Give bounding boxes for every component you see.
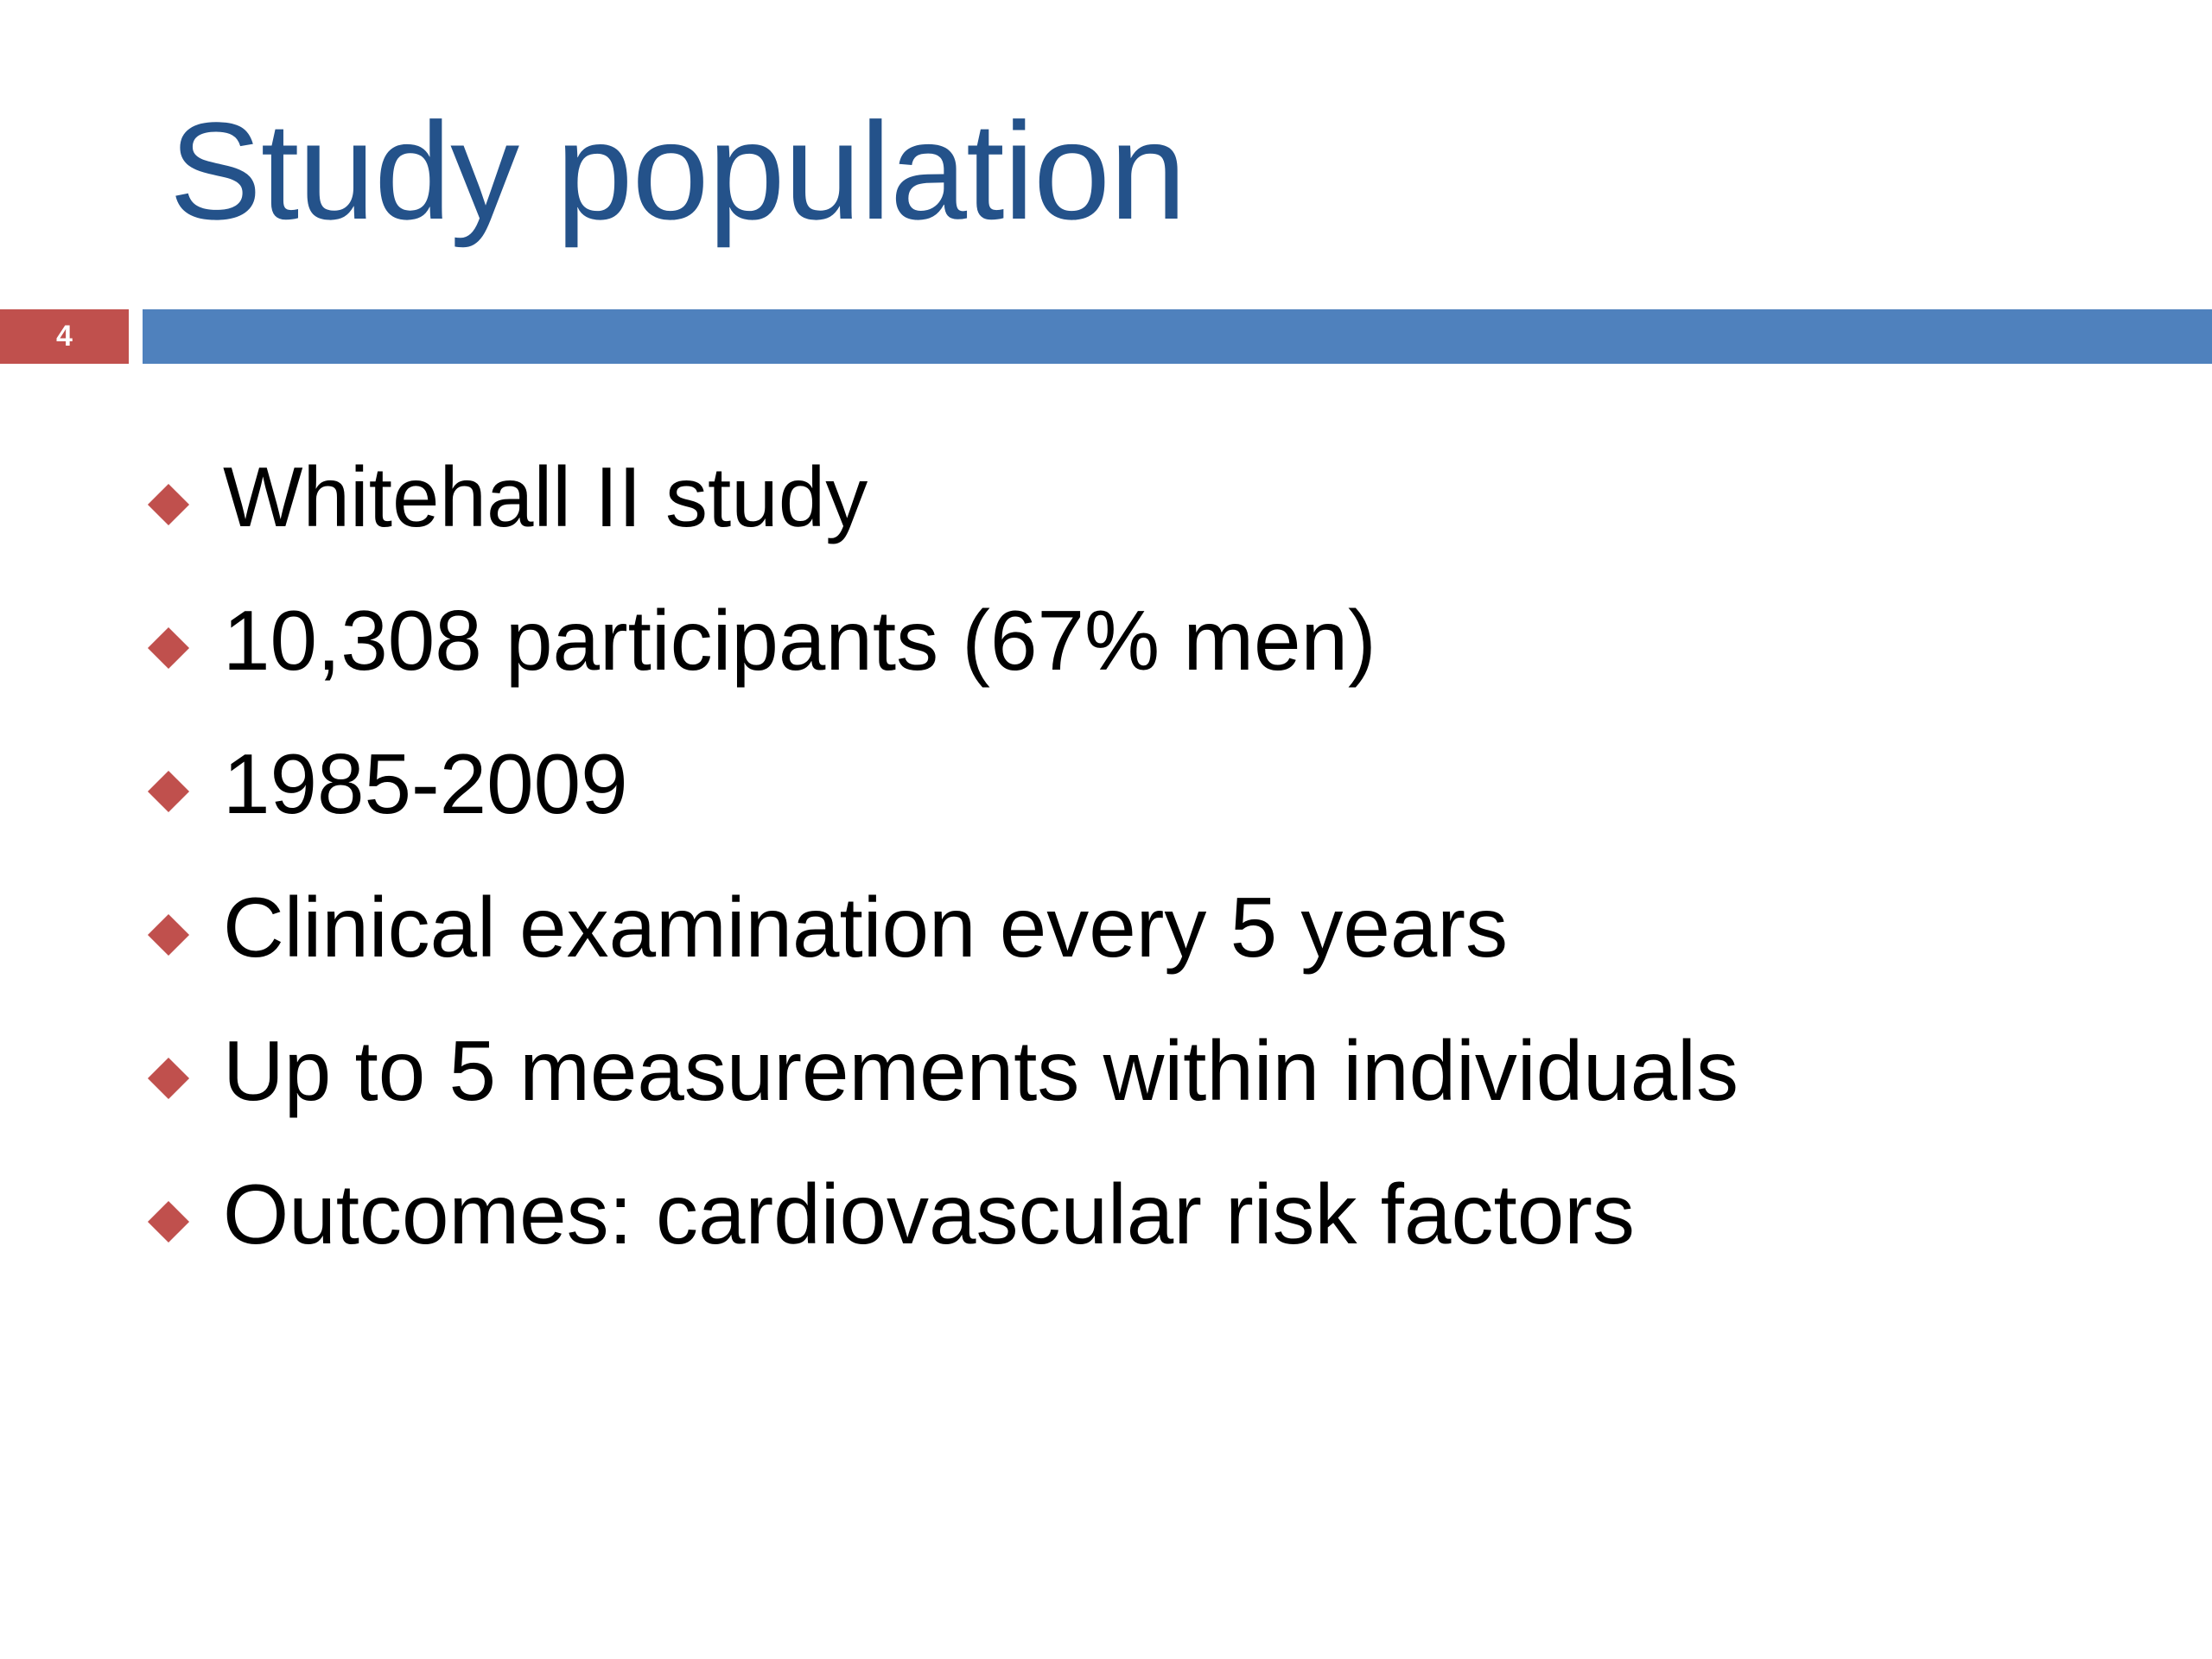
slide-number-box: 4 bbox=[0, 309, 129, 364]
diamond-bullet-icon bbox=[147, 913, 190, 957]
bullet-text: Whitehall II study bbox=[223, 449, 868, 544]
slide-number: 4 bbox=[56, 320, 73, 353]
bullet-text: Up to 5 measurements within individuals bbox=[223, 1023, 1738, 1118]
bullet-item: Outcomes: cardiovascular risk factors bbox=[0, 1149, 2212, 1293]
bullet-item: 1985-2009 bbox=[0, 719, 2212, 862]
slide-title: Study population bbox=[169, 93, 1186, 248]
diamond-bullet-icon bbox=[147, 626, 190, 670]
bullet-item: Clinical examination every 5 years bbox=[0, 862, 2212, 1006]
bullet-item: Whitehall II study bbox=[0, 432, 2212, 575]
bullet-text: 10,308 participants (67% men) bbox=[223, 593, 1376, 688]
bullet-list: Whitehall II study 10,308 participants (… bbox=[0, 432, 2212, 1293]
diamond-bullet-icon bbox=[147, 1057, 190, 1100]
bullet-item: 10,308 participants (67% men) bbox=[0, 575, 2212, 719]
bullet-item: Up to 5 measurements within individuals bbox=[0, 1006, 2212, 1149]
diamond-bullet-icon bbox=[147, 770, 190, 813]
diamond-bullet-icon bbox=[147, 483, 190, 526]
bullet-text: Clinical examination every 5 years bbox=[223, 880, 1508, 975]
bullet-text: Outcomes: cardiovascular risk factors bbox=[223, 1166, 1635, 1262]
title-accent-bar bbox=[143, 309, 2212, 364]
bullet-text: 1985-2009 bbox=[223, 736, 628, 831]
diamond-bullet-icon bbox=[147, 1200, 190, 1243]
